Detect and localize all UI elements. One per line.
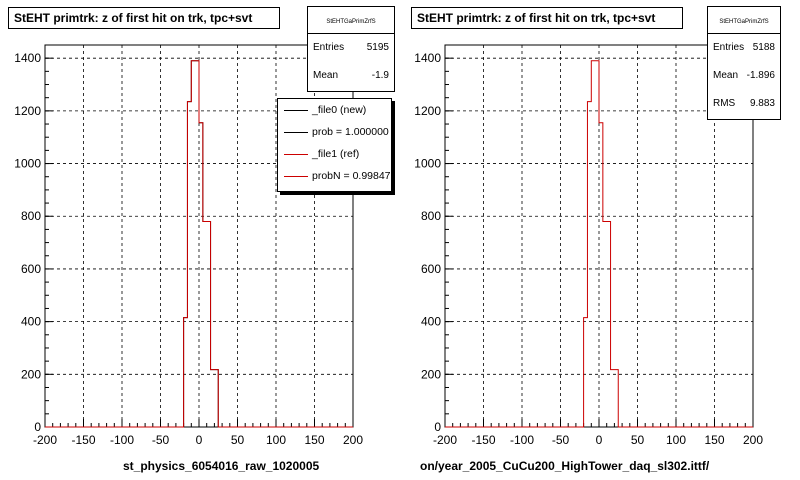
x-tick-label: -100 xyxy=(510,433,534,447)
y-tick-label: 1000 xyxy=(414,157,441,171)
legend-item-prob: prob = 1.000000 xyxy=(278,123,391,143)
left-stats-box: StEHTGaPrimZrfS Entries 5195 Mean -1.9 xyxy=(307,6,395,92)
y-tick-label: 600 xyxy=(21,262,41,276)
x-tick-label: 50 xyxy=(231,433,245,447)
y-tick-label: 800 xyxy=(21,209,41,223)
y-tick-label: 200 xyxy=(21,367,41,381)
legend-item-file0: _file0 (new) xyxy=(278,101,391,121)
y-tick-label: 1400 xyxy=(414,51,441,65)
right-stats-rms: RMS 9.883 xyxy=(713,98,775,109)
x-tick-label: 100 xyxy=(266,433,286,447)
left-footer-label: st_physics_6054016_raw_1020005 xyxy=(123,459,320,473)
histogram-series-0 xyxy=(445,60,753,428)
x-tick-label: -100 xyxy=(110,433,134,447)
right-stats-header: StEHTGaPrimZrfS xyxy=(708,7,780,34)
x-tick-label: 50 xyxy=(631,433,645,447)
right-histogram-plot: -200 -150 -100 -50 0 50 100 150 200 0 200 400 600 800… xyxy=(414,44,763,447)
y-tick-label: 1200 xyxy=(14,104,41,118)
legend-line-black xyxy=(284,110,308,111)
y-tick-label: 0 xyxy=(34,420,41,434)
x-tick-label: -200 xyxy=(433,433,457,447)
y-tick-label: 1000 xyxy=(14,157,41,171)
x-tick-label: 100 xyxy=(666,433,686,447)
y-tick-label: 400 xyxy=(21,315,41,329)
x-tick-label: -150 xyxy=(71,433,95,447)
histogram-series-1 xyxy=(45,60,353,428)
legend-line-red xyxy=(284,176,308,177)
x-tick-label: 200 xyxy=(343,433,363,447)
legend-line-red xyxy=(284,154,308,155)
right-chart-title: StEHT primtrk: z of first hit on trk, tp… xyxy=(411,7,683,29)
y-tick-label: 600 xyxy=(421,262,441,276)
legend-item-file1: _file1 (ref) xyxy=(278,145,391,165)
y-tick-label: 800 xyxy=(421,209,441,223)
x-tick-label: -50 xyxy=(152,433,170,447)
left-stats-entries: Entries 5195 xyxy=(313,42,389,53)
x-tick-label: -200 xyxy=(33,433,57,447)
x-tick-label: -50 xyxy=(552,433,570,447)
right-footer-label: on/year_2005_CuCu200_HighTower_daq_sl302… xyxy=(420,459,710,473)
right-stats-entries: Entries 5188 xyxy=(713,42,775,53)
y-tick-label: 200 xyxy=(421,367,441,381)
left-stats-header: StEHTGaPrimZrfS xyxy=(308,7,394,34)
legend-line-black xyxy=(284,132,308,133)
left-chart-title: StEHT primtrk: z of first hit on trk, tp… xyxy=(8,7,280,29)
y-tick-label: 400 xyxy=(421,315,441,329)
x-tick-label: 200 xyxy=(743,433,763,447)
x-tick-label: 150 xyxy=(704,433,724,447)
y-tick-label: 0 xyxy=(434,420,441,434)
left-stats-mean: Mean -1.9 xyxy=(313,70,389,81)
right-stats-mean: Mean -1.896 xyxy=(713,70,775,81)
x-tick-label: 0 xyxy=(596,433,603,447)
left-legend: _file0 (new) prob = 1.000000 _file1 (ref… xyxy=(277,98,392,192)
legend-item-probn: probN = 0.99847 xyxy=(278,167,391,187)
y-tick-label: 1200 xyxy=(414,104,441,118)
right-stats-box: StEHTGaPrimZrfS Entries 5188 Mean -1.896… xyxy=(707,6,781,120)
left-histogram-plot: -200 -150 -100 -50 0 50 100 150 200 0 200 400 600 800… xyxy=(14,44,363,447)
y-tick-label: 1400 xyxy=(14,51,41,65)
x-tick-label: -150 xyxy=(471,433,495,447)
x-tick-label: 150 xyxy=(304,433,324,447)
x-tick-label: 0 xyxy=(196,433,203,447)
